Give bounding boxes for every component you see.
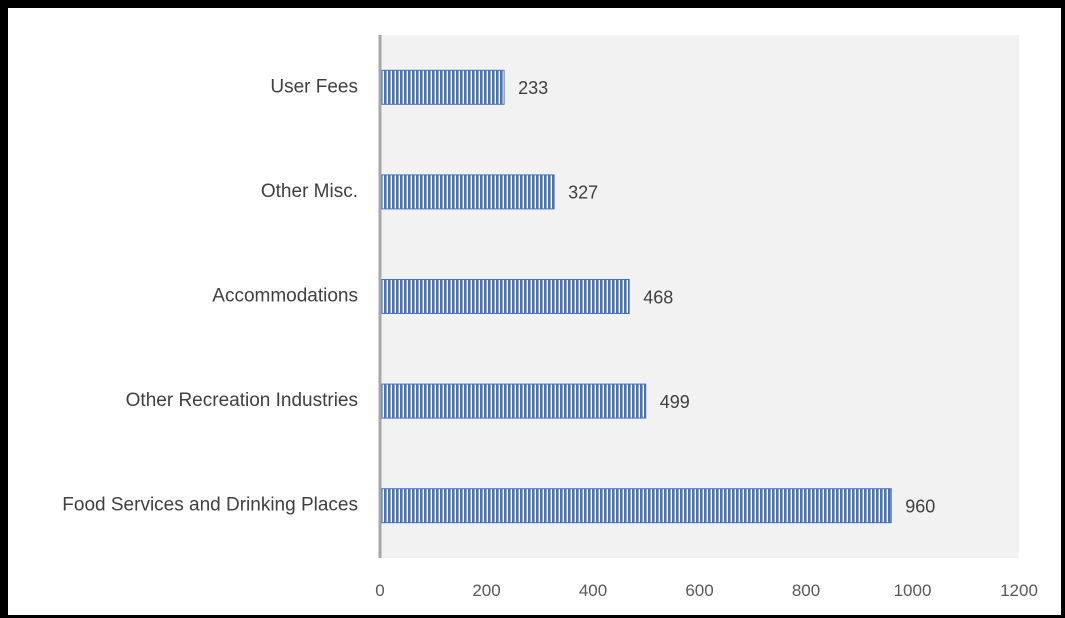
x-tick-label: 1200	[1000, 581, 1038, 600]
x-tick-label: 1000	[894, 581, 932, 600]
x-tick-label: 200	[472, 581, 500, 600]
bars-group	[380, 69, 892, 524]
category-label: Other Recreation Industries	[126, 390, 358, 411]
x-tick-label: 400	[579, 581, 607, 600]
x-tick-label: 800	[792, 581, 820, 600]
bar-3	[380, 174, 555, 210]
category-label: Food Services and Drinking Places	[62, 495, 358, 516]
bar-0	[380, 488, 892, 524]
x-tick-label: 600	[685, 581, 713, 600]
data-label: 499	[660, 392, 690, 412]
data-label: 468	[643, 287, 673, 307]
category-label: Other Misc.	[261, 181, 358, 202]
bar-1	[380, 383, 647, 419]
bar-4	[380, 69, 505, 105]
category-label: User Fees	[270, 76, 358, 97]
labels-group: Food Services and Drinking Places 960 Othe…	[62, 76, 1038, 600]
bar-2	[380, 279, 630, 314]
category-label: Accommodations	[212, 286, 358, 307]
data-label: 233	[518, 78, 548, 98]
x-tick-label: 0	[375, 581, 384, 600]
data-label: 327	[568, 183, 598, 203]
data-label: 960	[905, 496, 935, 516]
